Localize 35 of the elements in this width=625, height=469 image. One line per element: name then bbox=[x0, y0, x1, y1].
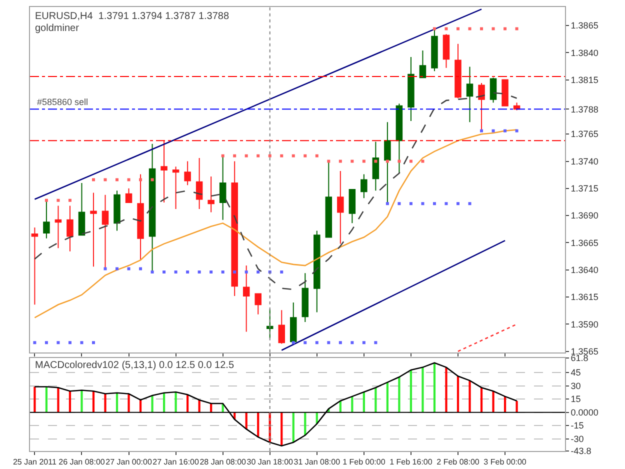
x-tick-label: 1 Feb 16:00 bbox=[390, 458, 433, 467]
y-tick-label: 1.3640 bbox=[570, 265, 598, 276]
y-tick-label: 1.3715 bbox=[570, 184, 598, 194]
x-tick-label: 2 Feb 08:00 bbox=[436, 458, 480, 467]
x-tick-label: 28 Jan 08:00 bbox=[200, 458, 247, 467]
y-tick-label: -15 bbox=[570, 420, 584, 431]
y-tick-label: -30 bbox=[570, 434, 584, 444]
y-tick-label: 1.3565 bbox=[570, 346, 598, 356]
y-tick-label: 1.3815 bbox=[570, 74, 598, 85]
chart-title: MACDcoloredv102 (5,13,1) 0.0 12.5 0.0 12.5 bbox=[35, 360, 234, 371]
text: goldminer bbox=[35, 23, 80, 34]
x-tick-label: 30 Jan 18:00 bbox=[246, 458, 294, 467]
x-tick-label: 27 Jan 16:00 bbox=[152, 458, 200, 467]
x-tick-label: 1 Feb 00:00 bbox=[342, 458, 386, 467]
y-tick-label: 30 bbox=[570, 380, 581, 391]
chart-title: EURUSD,H4 1.3791 1.3794 1.3787 1.3788 bbox=[35, 11, 230, 22]
x-tick-label: 25 Jan 2011 bbox=[12, 458, 57, 467]
ref-line-label: #585860 sell bbox=[37, 97, 88, 107]
y-tick-label: -43.8 bbox=[570, 446, 592, 456]
y-tick-label: 15 bbox=[570, 394, 581, 404]
y-tick-label: 1.3615 bbox=[570, 292, 598, 302]
y-tick-label: 1.3665 bbox=[570, 238, 598, 248]
y-tick-label: 1.3865 bbox=[570, 20, 598, 31]
y-tick-label: 1.3690 bbox=[570, 210, 598, 221]
x-tick-label: 31 Jan 08:00 bbox=[294, 458, 341, 467]
y-tick-label: 45 bbox=[570, 368, 581, 378]
x-tick-label: 3 Feb 00:00 bbox=[484, 458, 527, 467]
y-tick-label: 1.3590 bbox=[570, 319, 598, 330]
y-tick-label: 0.0000 bbox=[570, 407, 598, 418]
y-tick-label: 1.3740 bbox=[570, 156, 598, 166]
x-tick-label: 27 Jan 00:00 bbox=[106, 458, 152, 467]
y-tick-label: 1.3840 bbox=[570, 48, 598, 58]
y-tick-label: 1.3765 bbox=[570, 129, 598, 140]
y-tick-label: 1.3788 bbox=[570, 104, 598, 114]
x-tick-label: 26 Jan 08:00 bbox=[58, 458, 106, 467]
